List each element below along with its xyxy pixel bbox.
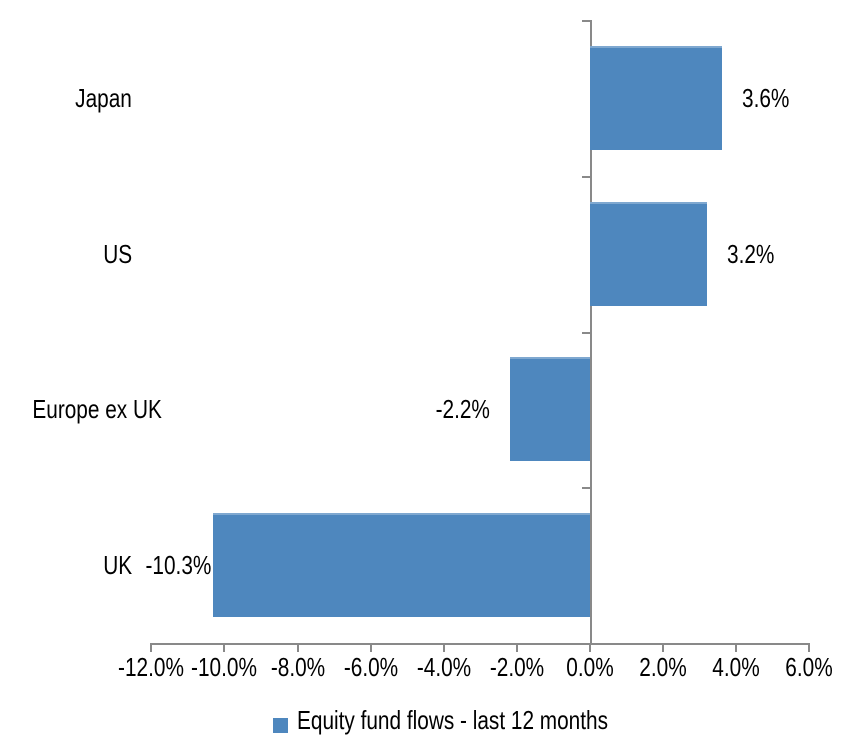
x-tick-label-text: 4.0% xyxy=(712,652,760,682)
data-label-text: -10.3% xyxy=(145,550,211,580)
x-tick-label-text: -6.0% xyxy=(343,652,398,682)
x-axis-tick xyxy=(223,643,226,652)
category-axis-tick xyxy=(582,20,590,22)
x-axis-tick xyxy=(442,643,445,652)
legend-color-swatch xyxy=(273,718,288,733)
legend-label: Equity fund flows - last 12 months xyxy=(297,705,608,735)
category-axis-line xyxy=(590,20,592,643)
x-tick-label-text: -2.0% xyxy=(489,652,545,682)
x-tick-label: -10.0% xyxy=(183,654,265,680)
data-label: -2.2% xyxy=(422,396,490,422)
x-tick-label: 6.0% xyxy=(780,654,839,680)
data-label-text: 3.2% xyxy=(727,239,775,269)
x-axis-tick xyxy=(589,643,591,652)
bar-us xyxy=(590,202,707,306)
category-axis-tick xyxy=(582,332,590,334)
x-tick-label: -6.0% xyxy=(337,654,405,680)
x-tick-label: 2.0% xyxy=(633,654,692,680)
x-tick-label: -4.0% xyxy=(410,654,478,680)
x-tick-label-text: 6.0% xyxy=(785,652,834,682)
x-tick-label: -12.0% xyxy=(110,654,192,680)
legend-item: Equity fund flows - last 12 months xyxy=(297,707,686,733)
x-axis-tick xyxy=(296,643,299,652)
x-tick-label-text: -12.0% xyxy=(118,652,185,682)
x-axis-tick xyxy=(150,643,153,652)
x-axis-tick xyxy=(369,643,372,652)
category-label-us: US xyxy=(0,241,132,267)
data-label-text: 3.6% xyxy=(742,83,790,113)
x-tick-label: 0.0% xyxy=(560,654,619,680)
bar-uk xyxy=(213,513,590,617)
category-label-japan: Japan xyxy=(0,85,132,111)
category-label-uk: UK xyxy=(0,552,132,578)
category-label-text: Europe ex UK xyxy=(32,394,162,424)
x-axis-tick xyxy=(808,643,811,652)
category-label-text: UK xyxy=(103,550,132,580)
x-tick-label-text: 0.0% xyxy=(566,652,614,682)
x-axis-tick xyxy=(735,643,738,652)
x-axis-tick xyxy=(662,643,665,652)
x-tick-label: -8.0% xyxy=(264,654,332,680)
x-tick-label-text: -8.0% xyxy=(270,652,325,682)
x-axis-tick xyxy=(515,643,518,652)
x-tick-label: 4.0% xyxy=(707,654,766,680)
category-label-text: Japan xyxy=(75,83,132,113)
data-label-text: -2.2% xyxy=(435,394,490,424)
x-tick-label: -2.0% xyxy=(483,654,551,680)
data-label: 3.6% xyxy=(742,85,801,111)
bar-japan xyxy=(590,46,722,150)
category-label-text: US xyxy=(103,239,132,269)
bar-europe-ex-uk xyxy=(510,357,590,461)
category-axis-tick xyxy=(582,487,590,489)
data-label: 3.2% xyxy=(727,241,786,267)
value-axis-line xyxy=(152,643,810,645)
category-label-europe-ex-uk: Europe ex UK xyxy=(0,396,162,422)
x-tick-label-text: -10.0% xyxy=(191,652,258,682)
category-axis-tick xyxy=(582,176,590,178)
x-tick-label-text: 2.0% xyxy=(639,652,687,682)
x-tick-label-text: -4.0% xyxy=(416,652,471,682)
data-label: -10.3% xyxy=(129,552,211,578)
